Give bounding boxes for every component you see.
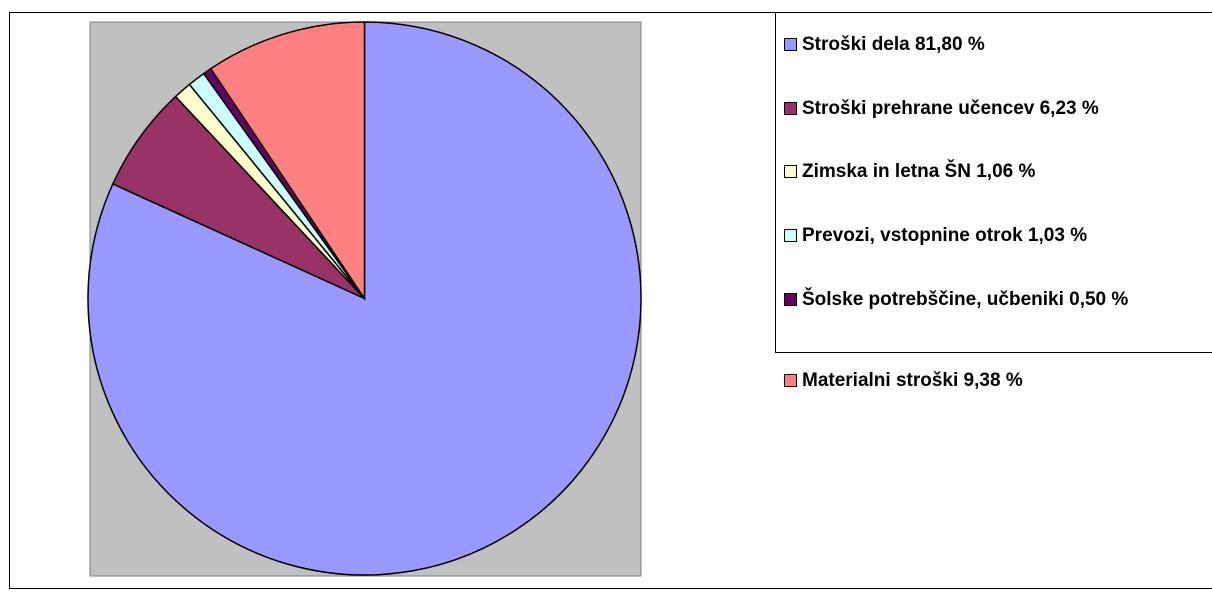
legend-swatch	[784, 229, 797, 242]
legend-label: Šolske potrebščine, učbeniki 0,50 %	[802, 289, 1129, 310]
legend-label: Stroški prehrane učencev 6,23 %	[802, 98, 1099, 119]
legend-swatch	[784, 165, 797, 178]
chart-frame	[9, 12, 1212, 589]
legend-entry: Prevozi, vstopnine otrok 1,03 %	[784, 224, 1209, 248]
legend-entry: Stroški prehrane učencev 6,23 %	[784, 97, 1209, 121]
pie-slice	[209, 21, 366, 301]
legend: Stroški dela 81,80 % Stroški prehrane uče…	[775, 12, 1212, 391]
legend-entry: Stroški dela 81,80 %	[784, 33, 1209, 57]
legend-swatch	[784, 374, 797, 387]
legend-label: Materialni stroški 9,38 %	[802, 370, 1023, 391]
legend-swatch	[784, 102, 797, 115]
legend-entry: Materialni stroški 9,38 %	[784, 369, 1209, 393]
legend-label: Prevozi, vstopnine otrok 1,03 %	[802, 225, 1088, 246]
legend-label: Zimska in letna ŠN 1,06 %	[802, 161, 1036, 182]
legend-entry: Zimska in letna ŠN 1,06 %	[784, 160, 1209, 184]
legend-entry: Šolske potrebščine, učbeniki 0,50 %	[784, 288, 1209, 312]
legend-swatch	[784, 38, 797, 51]
legend-label: Stroški dela 81,80 %	[802, 34, 985, 55]
legend-swatch	[784, 293, 797, 306]
